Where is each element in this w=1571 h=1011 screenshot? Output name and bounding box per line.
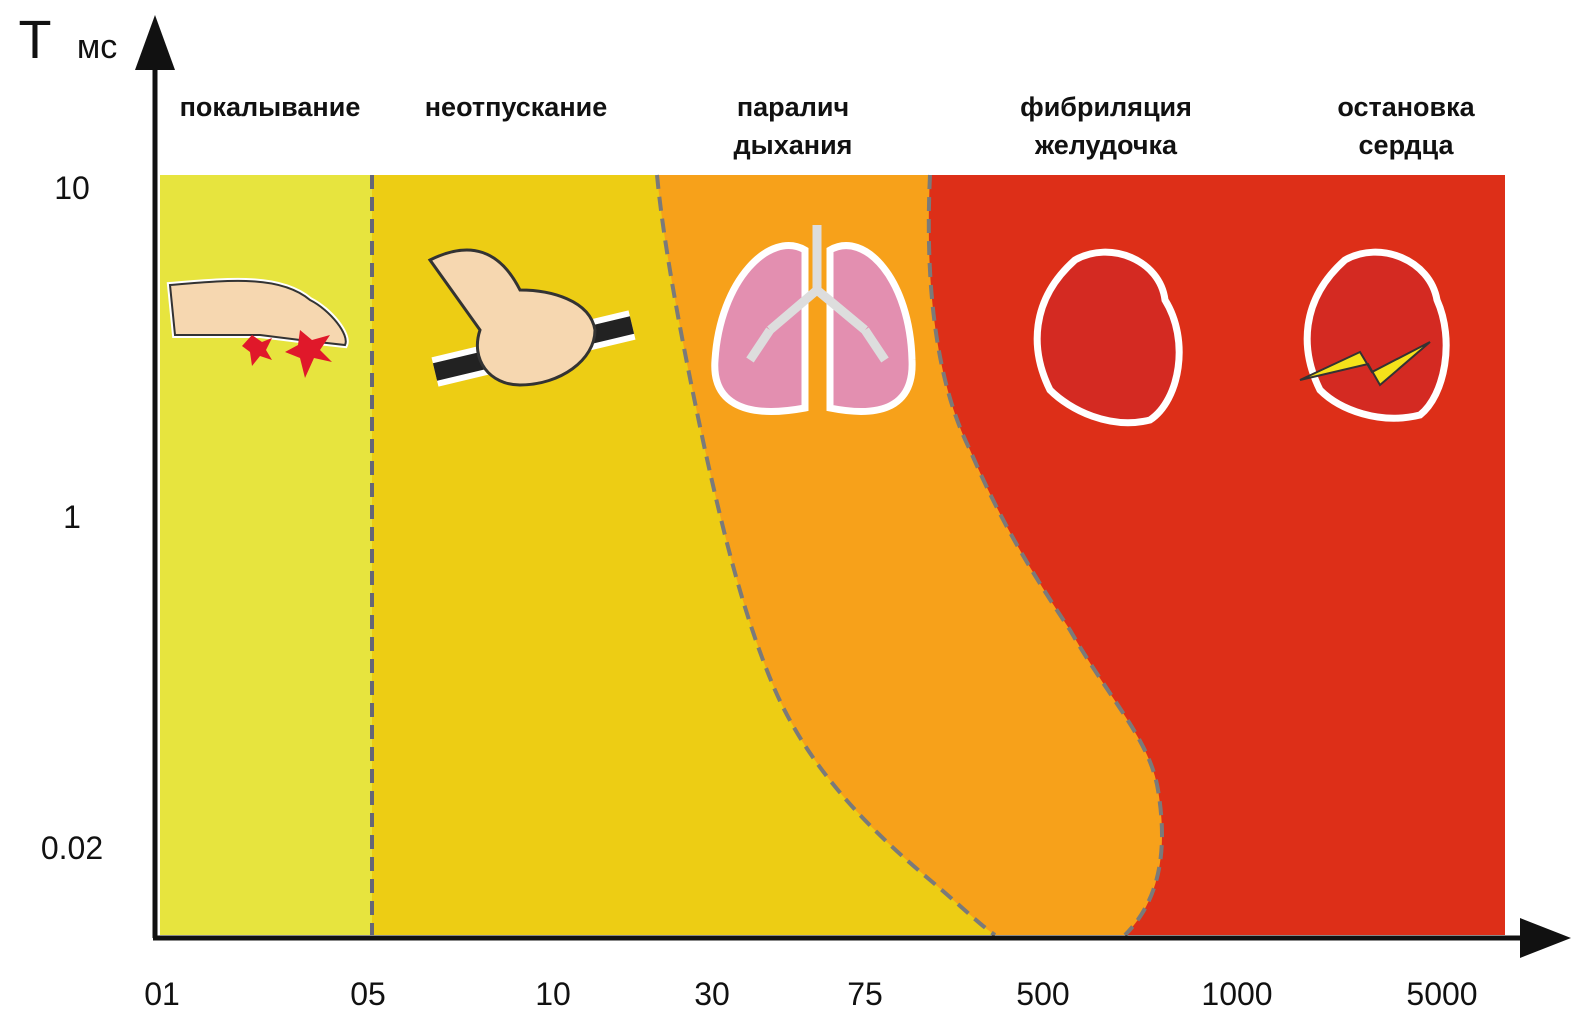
y-unit: мс — [77, 28, 117, 66]
y-arrow — [135, 15, 175, 70]
x-tick-label: 05 — [350, 976, 386, 1011]
y-label: T — [19, 10, 52, 70]
x-tick-label: 1000 — [1201, 976, 1272, 1011]
x-tick-label: 30 — [694, 976, 730, 1011]
x-tick-label: 10 — [535, 976, 571, 1011]
zone-label: фибриляция — [1020, 92, 1192, 122]
x-tick-label: 75 — [847, 976, 883, 1011]
zone-label: желудочка — [1034, 130, 1178, 160]
y-tick-label: 0.02 — [41, 830, 103, 866]
diagram: T мс 10 1 0.02 01 05 10 30 75 500 1000 5000 покалы… — [0, 0, 1571, 1011]
zone-label: дыхания — [734, 130, 853, 160]
y-tick-label: 10 — [54, 170, 90, 206]
zone-label: неотпускание — [425, 92, 608, 122]
x-tick-label: 500 — [1016, 976, 1069, 1011]
heart-icon — [1037, 252, 1179, 423]
x-tick-label: 01 — [144, 976, 180, 1011]
zone-label: сердца — [1359, 130, 1455, 160]
zone-label: покалывание — [180, 92, 361, 122]
zone-label: паралич — [737, 92, 849, 122]
zone-label: остановка — [1337, 92, 1475, 122]
x-arrow — [1520, 918, 1571, 958]
x-tick-label: 5000 — [1406, 976, 1477, 1011]
y-tick-label: 1 — [63, 499, 81, 535]
